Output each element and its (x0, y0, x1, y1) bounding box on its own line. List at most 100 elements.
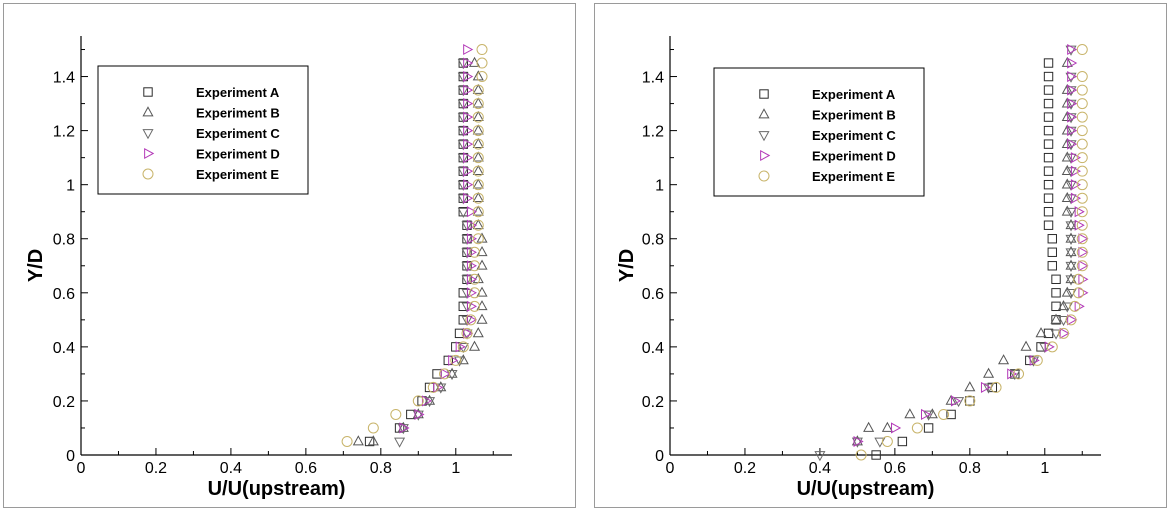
data-point (476, 57, 488, 69)
data-point (472, 137, 484, 148)
y-tick-label: 0.8 (642, 232, 664, 249)
legend-marker-experiment-d (760, 149, 771, 162)
x-tick-label: 0.2 (734, 460, 756, 477)
data-point (352, 435, 364, 446)
data-point (1046, 341, 1058, 353)
x-tick-label: 0.4 (809, 460, 831, 477)
data-point (998, 354, 1010, 365)
data-point (463, 138, 474, 150)
legend-marker-experiment-a (143, 87, 153, 97)
data-point (472, 84, 484, 96)
data-point (1076, 44, 1088, 56)
data-point (472, 97, 484, 108)
series-experiment-e (855, 44, 1088, 461)
data-point (367, 422, 379, 434)
data-point (1065, 246, 1077, 257)
x-tick-label: 1 (1040, 460, 1049, 477)
data-point (964, 395, 976, 407)
data-point (1067, 98, 1078, 110)
data-point (472, 110, 484, 121)
data-point (466, 206, 478, 218)
data-point (911, 422, 923, 434)
data-point (457, 207, 469, 218)
data-point (463, 192, 474, 204)
data-point (814, 451, 826, 462)
series-experiment-a (364, 58, 472, 447)
data-point (1067, 84, 1078, 96)
data-point (1043, 207, 1054, 217)
y-tick-label: 1.4 (642, 70, 664, 87)
data-point (1074, 219, 1085, 231)
series-experiment-b (352, 56, 488, 446)
series-experiment-d (853, 43, 1089, 448)
data-point (881, 421, 893, 432)
data-point (466, 260, 478, 272)
data-point (1074, 206, 1085, 218)
x-axis-label: U/U(upstream) (208, 478, 346, 500)
data-point (450, 354, 462, 366)
legend-marker-experiment-d (144, 147, 155, 160)
data-point (1007, 368, 1018, 380)
x-tick-label: 1 (451, 460, 460, 477)
data-point (1076, 260, 1088, 272)
data-point (463, 111, 474, 123)
scatter-chart-left: 0 0.2 0.4 0.6 0.8 1 0 0.2 0.4 0.6 0.8 1 1.2 1.4 U/U(up… (25, 36, 512, 500)
y-tick-label: 0.8 (53, 232, 75, 249)
data-point (1067, 111, 1078, 123)
y-tick-label: 0.2 (53, 394, 75, 411)
data-point (440, 368, 451, 380)
data-point (472, 233, 484, 245)
data-point (472, 151, 484, 162)
data-point (466, 233, 478, 245)
legend-label-experiment-c: Experiment C (812, 128, 896, 143)
data-point (469, 300, 481, 312)
data-point (920, 408, 932, 420)
data-point (904, 408, 916, 419)
data-point (1067, 125, 1078, 137)
data-point (1067, 314, 1078, 326)
data-point (1076, 138, 1088, 150)
y-tick-label: 0 (66, 448, 75, 465)
data-point (472, 179, 484, 191)
data-point (855, 449, 867, 461)
data-point (1065, 218, 1077, 230)
legend-marker-experiment-e (758, 170, 770, 182)
data-point (1067, 43, 1078, 56)
data-point (469, 287, 481, 299)
data-point (923, 410, 935, 421)
data-point (1076, 165, 1088, 177)
data-point (472, 83, 484, 94)
data-point (1076, 71, 1088, 83)
legend-box (97, 65, 309, 195)
data-point (1073, 287, 1085, 299)
y-tick-label: 0.4 (642, 340, 664, 357)
legend-label-experiment-c: Experiment C (196, 126, 280, 141)
data-point (468, 340, 481, 351)
data-point (1043, 139, 1054, 149)
data-point (424, 394, 436, 405)
data-point (472, 327, 484, 338)
data-point (1061, 205, 1073, 216)
legend-marker-experiment-b (758, 108, 770, 119)
legend-marker-experiment-c (142, 129, 154, 140)
legend-marker-experiment-b (142, 106, 154, 117)
data-point (1073, 273, 1085, 285)
data-point (476, 44, 488, 56)
data-point (1050, 313, 1062, 324)
legend-label-experiment-e: Experiment E (196, 167, 279, 182)
data-point (1061, 151, 1073, 162)
y-tick-label: 1 (655, 178, 664, 195)
data-point (1043, 85, 1054, 95)
data-point (412, 395, 424, 407)
data-point (1078, 246, 1089, 258)
data-point (1065, 248, 1077, 259)
data-point (1065, 234, 1077, 245)
x-tick-label: 0.8 (959, 460, 981, 477)
data-point (461, 327, 473, 339)
legend-label-experiment-a: Experiment A (196, 85, 280, 100)
data-point (463, 71, 474, 83)
data-point (463, 57, 474, 69)
data-point (1065, 261, 1077, 273)
data-point (1061, 191, 1073, 203)
data-point (1061, 286, 1073, 297)
